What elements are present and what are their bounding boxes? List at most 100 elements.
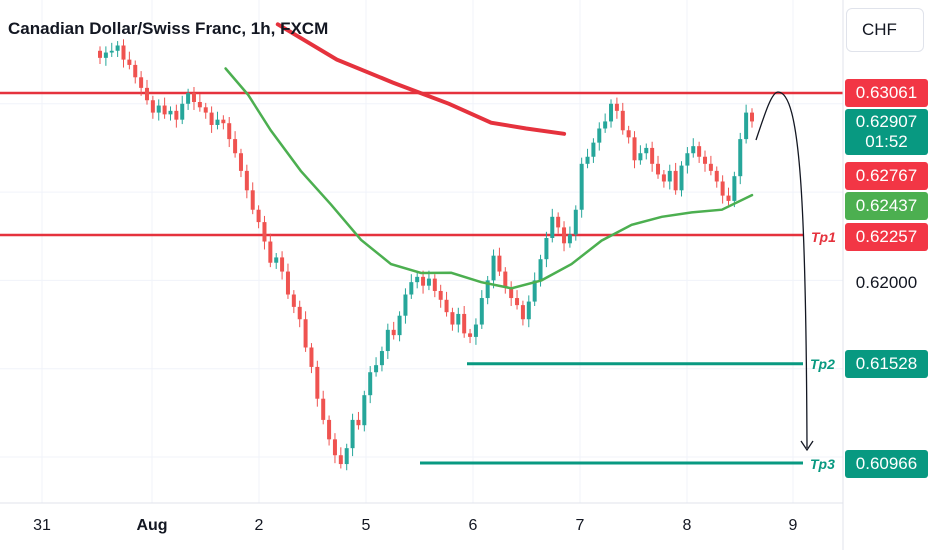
candle-body (409, 282, 414, 295)
candle-body (280, 257, 285, 272)
bar-countdown-timer: 01:52 (865, 132, 908, 151)
candle-body (156, 105, 161, 113)
candle-body (262, 222, 267, 242)
candle-body (697, 146, 702, 157)
candle-body (150, 100, 155, 113)
candle-body (144, 87, 149, 101)
time-axis-tick: 31 (33, 517, 51, 534)
candle-body (233, 139, 238, 154)
candle-body (515, 298, 520, 306)
candle-body (562, 227, 567, 244)
time-axis-tick: Aug (136, 517, 168, 534)
candle-body (362, 395, 367, 426)
candle-body (415, 276, 420, 283)
candle-body (726, 195, 731, 201)
candle-body (186, 93, 191, 104)
time-axis-tick: 7 (575, 517, 585, 534)
candle-body (673, 170, 678, 191)
candle-body (203, 107, 208, 113)
candlestick-series (98, 39, 754, 471)
candle-body (450, 312, 455, 325)
candle-body (750, 112, 754, 122)
candle-body (397, 315, 402, 336)
candle-body (356, 419, 361, 426)
candle-body (679, 165, 684, 191)
candle-body (432, 278, 437, 291)
candle-body (644, 147, 649, 154)
candle-body (526, 301, 531, 320)
candle-body (579, 163, 584, 210)
candle-body (650, 147, 655, 164)
candle-body (556, 216, 561, 228)
candle-body (638, 153, 643, 161)
chart-grid (0, 0, 843, 503)
candle-body (667, 170, 672, 182)
candle-body (180, 103, 185, 120)
candle-body (468, 333, 473, 337)
candle-body (374, 365, 379, 373)
candle-body (127, 59, 132, 65)
candle-body (133, 64, 138, 78)
time-axis-tick: 6 (468, 517, 478, 534)
candle-body (332, 439, 337, 456)
candle-body (444, 299, 449, 313)
candle-body (109, 50, 114, 53)
candle-body (350, 419, 355, 449)
candle-body (385, 329, 390, 352)
candle-body (121, 45, 126, 60)
candle-body (139, 77, 144, 88)
candle-body (274, 257, 279, 263)
candle-body (268, 241, 273, 263)
tp2-label: Tp2 (810, 356, 835, 372)
candle-body (720, 181, 725, 196)
candle-body (391, 329, 396, 336)
candle-body (227, 123, 232, 140)
candle-body (256, 209, 261, 223)
tp2-price-label: 0.61528 (845, 350, 928, 378)
current-price-value: 0.62907 (855, 112, 918, 131)
candle-body (238, 153, 243, 171)
candle-body (162, 105, 167, 115)
candle-body (661, 174, 666, 182)
time-axis-tick: 8 (682, 517, 692, 534)
candle-body (544, 237, 549, 260)
candle-body (315, 366, 320, 399)
candle-body (591, 142, 596, 157)
candle-body (714, 170, 719, 182)
time-axis-tick: 2 (254, 517, 264, 534)
candle-body (403, 294, 408, 316)
candle-body (244, 170, 249, 191)
candle-body (609, 103, 614, 122)
candle-body (532, 280, 537, 302)
tp1-price-label: 0.62257 (845, 223, 928, 251)
projection-arrow-head (800, 440, 814, 452)
projection-arrow-path (755, 91, 808, 449)
candle-body (250, 190, 255, 210)
candle-body (520, 305, 525, 320)
candle-body (473, 324, 478, 337)
candle-body (368, 372, 373, 396)
fast-ma-price-label: 0.62437 (845, 192, 928, 220)
candle-body (550, 216, 555, 238)
candle-body (738, 139, 743, 177)
candle-body (197, 102, 202, 108)
candle-body (421, 276, 426, 286)
candle-body (303, 319, 308, 348)
candle-body (614, 103, 619, 111)
tp3-label: Tp3 (810, 456, 835, 472)
candle-body (98, 50, 102, 58)
candle-body (573, 209, 578, 235)
candle-body (491, 255, 496, 281)
candle-body (462, 313, 467, 334)
candle-body (691, 146, 696, 154)
candle-body (285, 271, 290, 295)
candle-body (626, 130, 631, 138)
currency-selector-button[interactable]: CHF (846, 8, 924, 52)
symbol-title: Canadian Dollar/Swiss Franc, 1h, FXCM (8, 19, 329, 38)
candle-body (191, 93, 196, 103)
candle-body (538, 259, 543, 281)
candle-body (209, 112, 214, 125)
candle-body (344, 448, 349, 465)
tp3-price-label: 0.60966 (845, 450, 928, 478)
